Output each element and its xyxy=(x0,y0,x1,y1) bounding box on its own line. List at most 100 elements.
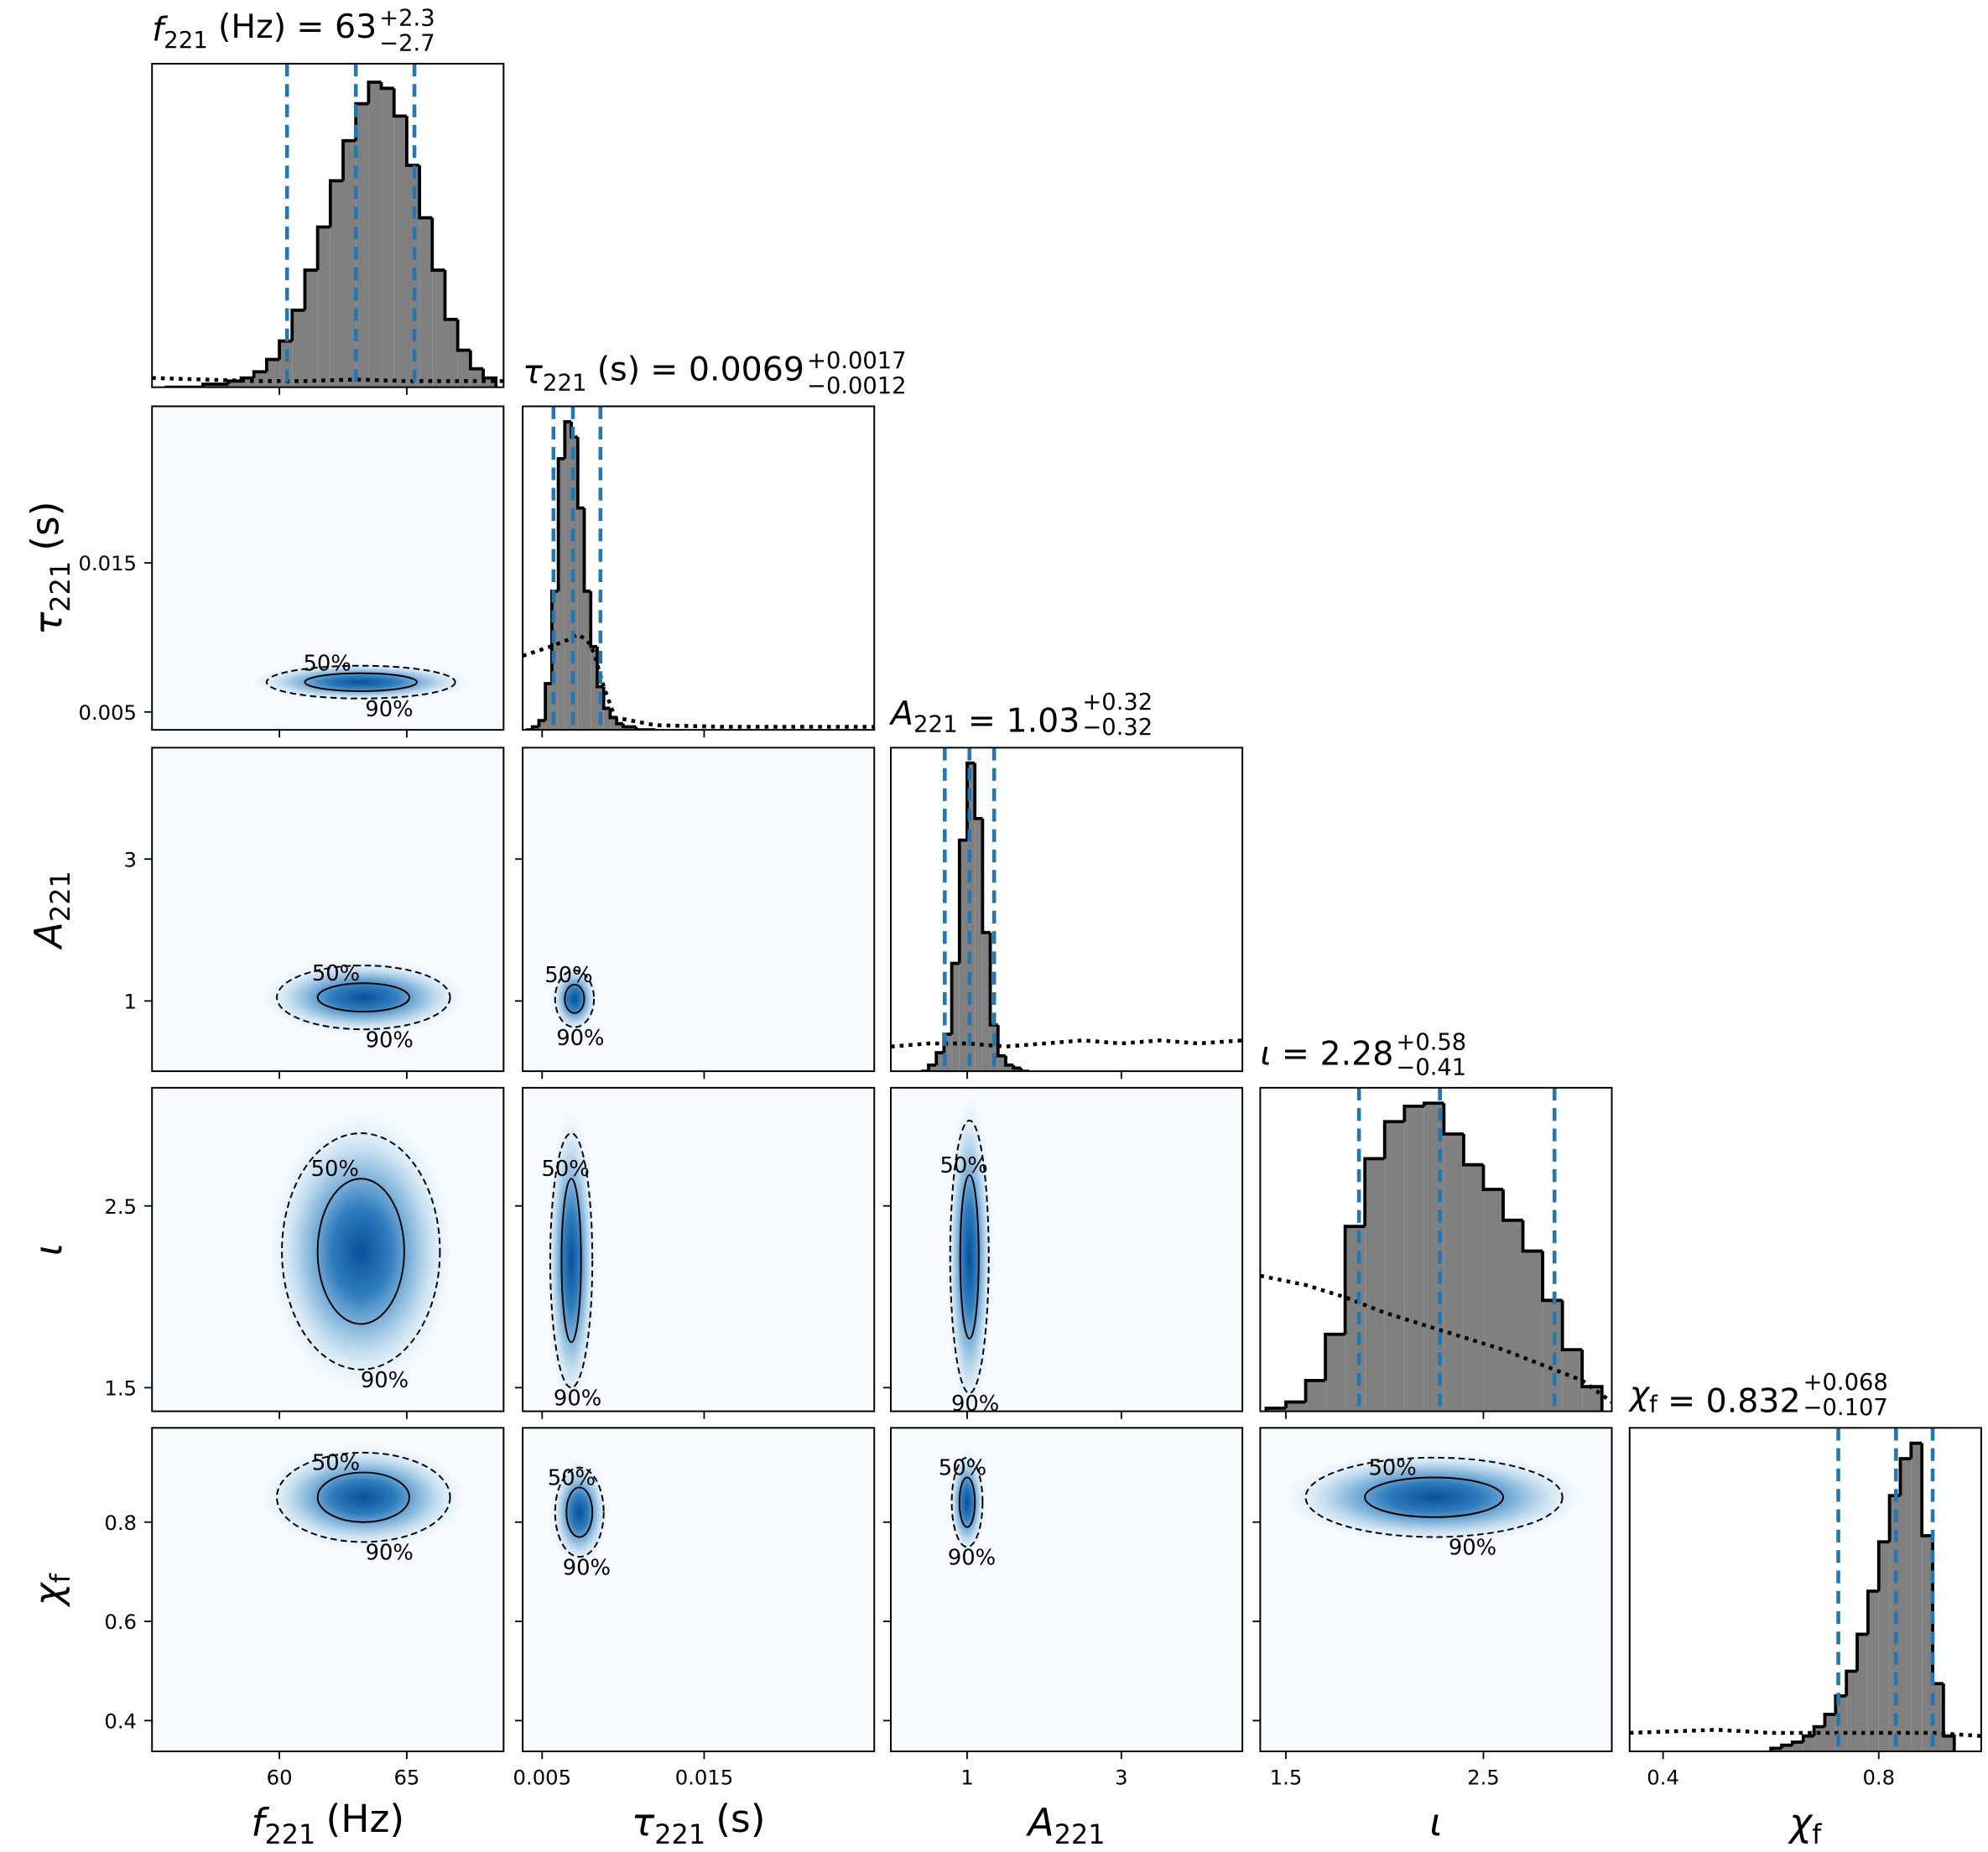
density-blob xyxy=(262,1103,460,1399)
hist-step xyxy=(1812,1725,1825,1736)
hist-bar xyxy=(1503,1220,1523,1412)
x-tick-label: 0.4 xyxy=(1647,1766,1679,1790)
symbol: A xyxy=(26,922,70,950)
hist-step xyxy=(950,961,960,1035)
hist-bar xyxy=(1483,1189,1504,1412)
contour-50 xyxy=(958,1476,976,1528)
hist-step xyxy=(1941,1683,1956,1752)
panel-title: f221 (Hz) = 63 xyxy=(152,8,377,54)
symbol: A xyxy=(888,694,913,733)
hist-step xyxy=(455,319,471,352)
x-axis-label: f221 (Hz) xyxy=(251,1797,404,1850)
hist-step xyxy=(1920,1443,1933,1537)
hist-step xyxy=(973,762,983,820)
hist-bar xyxy=(393,116,407,388)
contour-label: 90% xyxy=(365,697,413,722)
x-tick-label: 1 xyxy=(960,1766,973,1790)
panel-border xyxy=(522,1427,876,1753)
contour-50 xyxy=(565,1486,594,1538)
panel-title: χf = 0.832 xyxy=(1628,1375,1801,1420)
contour-50 xyxy=(1364,1476,1504,1518)
hist-step xyxy=(481,368,498,388)
contour-label: 90% xyxy=(1449,1536,1496,1561)
contour-label: 90% xyxy=(366,1541,414,1566)
contour-50 xyxy=(560,1178,582,1344)
joint-density: 50% 90% xyxy=(242,652,479,722)
y-tick-label: 1.5 xyxy=(104,1376,137,1401)
y-tick-label: 2.5 xyxy=(104,1194,137,1219)
estimate-plus: +0.32 xyxy=(1082,689,1153,715)
contour-label: 90% xyxy=(361,1368,409,1393)
subscript: 221 xyxy=(264,1818,315,1850)
contour-label: 50% xyxy=(544,963,592,988)
symbol: χ xyxy=(1787,1800,1814,1844)
hist-step xyxy=(1481,1164,1504,1191)
hist-bar xyxy=(483,377,497,388)
hist-step xyxy=(1769,1746,1782,1752)
density-blob xyxy=(544,1101,598,1412)
hist-bar xyxy=(982,932,991,1072)
joint-density: 50% 90% xyxy=(548,1456,611,1580)
unit: (s) xyxy=(23,501,67,550)
panel-border xyxy=(1259,1086,1613,1412)
contour-label: 50% xyxy=(939,1153,987,1178)
hist-step xyxy=(1834,1694,1847,1714)
panel-border xyxy=(1259,1427,1613,1753)
hist-step xyxy=(201,382,216,388)
hist-bar xyxy=(1943,1735,1954,1752)
hist-step xyxy=(1560,1300,1583,1352)
x-tick-label: 3 xyxy=(1115,1766,1127,1790)
hist-step xyxy=(927,1063,937,1072)
hist-bar xyxy=(1867,1591,1879,1752)
subscript: f xyxy=(1649,1390,1658,1418)
y-axis-label: τ221 (s) xyxy=(23,501,76,635)
panel-border xyxy=(522,405,876,731)
hist-step xyxy=(1791,1740,1803,1745)
panel-border xyxy=(522,747,876,1073)
hist-bar xyxy=(1005,1064,1014,1072)
x-tick-label: 0.8 xyxy=(1862,1766,1895,1790)
contour-label: 90% xyxy=(948,1546,996,1571)
estimate-plus: +0.068 xyxy=(1803,1370,1888,1396)
hist-step xyxy=(315,225,330,271)
joint-density: 50% 90% xyxy=(541,1101,601,1412)
hist-step xyxy=(530,725,539,731)
hist-step xyxy=(601,686,611,710)
contour-label: 90% xyxy=(554,1386,601,1412)
contour-90 xyxy=(281,1132,441,1371)
hist-step xyxy=(1004,1055,1014,1067)
hist-bar xyxy=(565,421,572,731)
panel-title: A221 = 1.03 xyxy=(888,694,1080,740)
x-axis-label: χf xyxy=(1787,1800,1822,1850)
hist-step xyxy=(1363,1157,1385,1227)
hist-step xyxy=(405,116,420,168)
panel-frame xyxy=(890,747,1243,1072)
hist-bar xyxy=(1824,1714,1836,1752)
estimate: = 63 xyxy=(296,8,377,46)
prior-line xyxy=(152,376,504,383)
hist-step xyxy=(328,179,344,227)
hist-bar xyxy=(1562,1350,1583,1412)
x-tick-label: 2.5 xyxy=(1467,1766,1500,1790)
hist-step xyxy=(430,217,445,272)
hist-bar xyxy=(596,686,604,731)
hist-bar xyxy=(1846,1671,1858,1752)
hist-step xyxy=(1324,1332,1345,1381)
symbol: A xyxy=(1026,1800,1054,1844)
hist-bar xyxy=(1345,1226,1366,1412)
symbol: τ xyxy=(26,611,70,635)
hist-bar xyxy=(539,721,546,731)
contour-50 xyxy=(959,1173,980,1340)
y-tick-label: 0.6 xyxy=(104,1610,137,1634)
hist-bar xyxy=(936,1053,945,1072)
subscript: 221 xyxy=(543,368,587,396)
hist-bar xyxy=(577,507,585,731)
hist-step xyxy=(1019,1068,1029,1072)
hist-bar xyxy=(1285,1402,1306,1412)
symbol: ι xyxy=(1429,1800,1442,1844)
contour-90 xyxy=(1304,1456,1564,1538)
hist-bar xyxy=(292,310,305,388)
contour-90 xyxy=(276,1451,451,1543)
hist-step xyxy=(392,88,407,118)
